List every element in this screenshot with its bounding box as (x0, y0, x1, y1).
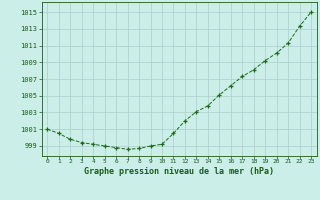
X-axis label: Graphe pression niveau de la mer (hPa): Graphe pression niveau de la mer (hPa) (84, 167, 274, 176)
